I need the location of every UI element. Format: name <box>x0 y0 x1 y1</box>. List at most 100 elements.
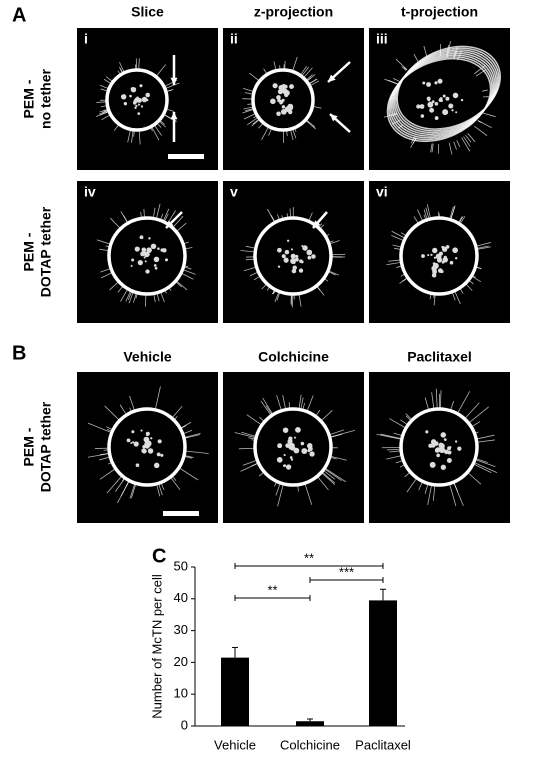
inner-spot <box>141 448 147 454</box>
y-tick-label: 50 <box>174 558 188 573</box>
row-label: PEM - <box>21 427 37 466</box>
filopodium <box>289 208 292 219</box>
cell-outline <box>390 52 496 137</box>
inner-spot <box>298 268 304 273</box>
inner-spot <box>427 98 431 102</box>
cell <box>96 58 180 145</box>
filopodium <box>168 286 172 291</box>
inner-spot <box>153 264 157 267</box>
filopodium <box>171 475 177 482</box>
filopodium <box>418 481 424 491</box>
filopodium <box>105 245 111 248</box>
filopodium <box>246 414 263 426</box>
filopodium <box>424 397 430 411</box>
filopodium <box>105 76 114 83</box>
inner-spot <box>131 430 135 434</box>
filopodium <box>305 119 316 130</box>
inner-spot <box>157 247 160 250</box>
filopodium <box>115 477 126 492</box>
filopodium <box>404 471 411 478</box>
filopodium <box>129 395 136 412</box>
cell <box>386 204 491 306</box>
filopodium <box>119 404 127 416</box>
filopodium <box>106 475 123 494</box>
filopodium <box>453 481 464 507</box>
y-tick-label: 30 <box>174 622 188 637</box>
filopodium <box>474 431 479 434</box>
filopodium <box>153 124 162 136</box>
filopodium <box>106 426 114 431</box>
filopodium <box>182 241 189 245</box>
filopodium <box>173 416 178 421</box>
filopodium <box>138 129 141 145</box>
inner-spot <box>443 438 447 442</box>
filopodium <box>175 222 187 232</box>
filopodium <box>175 281 183 288</box>
inner-spot <box>281 98 285 102</box>
filopodium <box>113 123 120 131</box>
filopodium <box>154 386 161 410</box>
inner-spot <box>448 103 454 109</box>
arrow-head <box>328 74 336 82</box>
inner-spot <box>145 92 150 98</box>
filopodium <box>423 214 427 221</box>
inner-spot <box>440 99 443 102</box>
filopodium <box>101 272 113 279</box>
inner-spot <box>307 449 311 453</box>
filopodium <box>103 78 112 85</box>
filopodium <box>400 273 406 277</box>
filopodium <box>273 61 277 71</box>
filopodium <box>251 118 261 127</box>
inner-spot <box>434 116 439 120</box>
filopodium <box>386 448 402 451</box>
inner-spot <box>442 94 446 98</box>
filopodium <box>453 141 457 150</box>
filopodium <box>263 68 268 75</box>
inner-spot <box>432 247 438 254</box>
filopodium <box>427 484 433 506</box>
filopodium <box>171 405 183 419</box>
filopodium <box>107 429 113 432</box>
filopodium <box>250 462 259 467</box>
inner-spot <box>440 270 444 274</box>
filopodium <box>453 51 457 59</box>
filopodium <box>297 484 299 492</box>
inner-spot <box>434 81 438 85</box>
filopodium <box>275 482 281 496</box>
inner-spot <box>283 257 289 263</box>
filopodium <box>150 126 153 132</box>
filopodium <box>446 44 450 57</box>
filopodium <box>156 292 160 302</box>
filopodium <box>286 129 288 137</box>
filopodium <box>476 434 495 440</box>
inner-spot <box>147 448 154 454</box>
filopodium <box>471 274 476 278</box>
image-label: ii <box>230 31 238 47</box>
inner-spot <box>434 101 439 106</box>
inner-spot <box>300 260 303 263</box>
filopodium <box>183 454 194 458</box>
filopodium <box>452 47 458 59</box>
inner-spot <box>440 464 446 470</box>
inner-spot <box>292 265 297 270</box>
filopodium <box>241 431 257 437</box>
inner-spot <box>289 84 294 89</box>
inner-spot <box>156 452 161 457</box>
filopodium <box>329 433 343 438</box>
filopodium <box>309 80 320 87</box>
filopodium <box>184 450 209 454</box>
inner-spot <box>277 443 283 449</box>
inner-spot <box>134 246 140 252</box>
filopodium <box>459 287 464 294</box>
inner-spot <box>283 84 288 89</box>
x-tick-label: Paclitaxel <box>355 737 411 752</box>
filopodium <box>135 292 138 299</box>
inner-spot <box>300 441 305 446</box>
filopodium <box>253 115 258 119</box>
inner-spot <box>422 81 426 85</box>
filopodium <box>305 119 316 128</box>
filopodium <box>123 215 129 224</box>
filopodium <box>329 455 347 461</box>
filopodium <box>245 245 256 249</box>
inner-spot <box>302 245 308 251</box>
